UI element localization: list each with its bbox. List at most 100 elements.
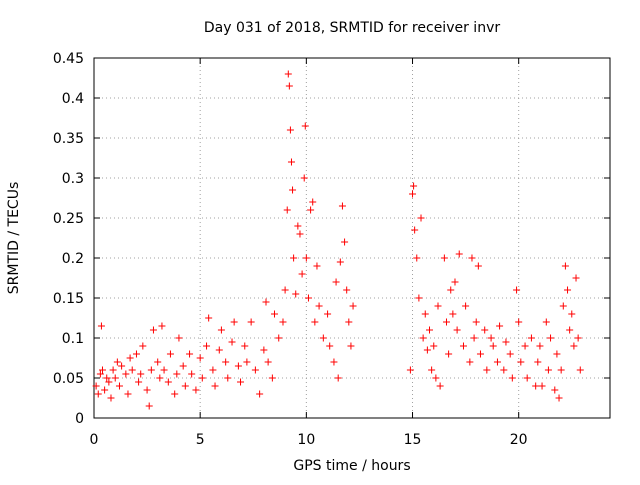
data-point <box>476 350 484 358</box>
data-point <box>92 382 100 390</box>
data-point <box>474 262 482 270</box>
data-point <box>284 70 292 78</box>
data-point <box>536 342 544 350</box>
data-point <box>103 374 111 382</box>
data-point <box>302 254 310 262</box>
x-tick-label: 15 <box>404 432 422 448</box>
data-point <box>570 342 578 350</box>
data-point <box>111 374 119 382</box>
data-point <box>313 262 321 270</box>
data-point <box>217 326 225 334</box>
data-point <box>513 286 521 294</box>
data-point <box>181 382 189 390</box>
data-point <box>521 342 529 350</box>
data-point <box>149 326 157 334</box>
data-point <box>449 310 457 318</box>
data-point <box>496 322 504 330</box>
data-point <box>290 254 298 262</box>
data-point <box>209 366 217 374</box>
data-point <box>122 370 130 378</box>
data-point <box>215 346 223 354</box>
data-point <box>551 386 559 394</box>
data-point <box>186 350 194 358</box>
data-point <box>124 390 132 398</box>
data-point <box>311 318 319 326</box>
x-axis-label: GPS time / hours <box>293 458 410 474</box>
data-point <box>447 286 455 294</box>
data-point <box>137 370 145 378</box>
y-tick-label: 0.15 <box>53 291 84 307</box>
data-point <box>440 254 448 262</box>
data-point <box>462 302 470 310</box>
data-point <box>542 318 550 326</box>
data-point <box>455 250 463 258</box>
data-point <box>336 258 344 266</box>
data-point <box>559 302 567 310</box>
y-tick-label: 0.45 <box>53 51 84 67</box>
data-point <box>247 318 255 326</box>
data-point <box>572 274 580 282</box>
data-point <box>304 294 312 302</box>
data-point <box>166 350 174 358</box>
data-point <box>481 326 489 334</box>
data-point <box>566 326 574 334</box>
data-point <box>419 334 427 342</box>
data-point <box>241 342 249 350</box>
data-point <box>107 394 115 402</box>
data-point <box>135 378 143 386</box>
data-point <box>564 286 572 294</box>
data-point <box>432 374 440 382</box>
data-point <box>292 290 300 298</box>
data-point <box>98 366 106 374</box>
data-point <box>237 378 245 386</box>
data-point <box>224 374 232 382</box>
data-point <box>275 334 283 342</box>
data-point <box>508 374 516 382</box>
data-point <box>234 362 242 370</box>
data-point <box>326 342 334 350</box>
data-point <box>506 350 514 358</box>
x-tick-label: 20 <box>510 432 528 448</box>
data-point <box>349 302 357 310</box>
data-point <box>289 186 297 194</box>
data-point <box>264 358 272 366</box>
data-point <box>523 374 531 382</box>
data-point <box>296 230 304 238</box>
data-point <box>534 358 542 366</box>
data-point <box>430 342 438 350</box>
data-point <box>445 350 453 358</box>
data-point <box>468 254 476 262</box>
data-point <box>211 382 219 390</box>
data-point <box>285 82 293 90</box>
data-point <box>147 366 155 374</box>
data-point <box>451 278 459 286</box>
data-point <box>343 286 351 294</box>
data-point <box>330 358 338 366</box>
data-point <box>228 338 236 346</box>
data-point <box>145 402 153 410</box>
data-point <box>500 366 508 374</box>
data-point <box>118 362 126 370</box>
data-point <box>423 346 431 354</box>
x-tick-label: 0 <box>90 432 99 448</box>
data-point <box>557 366 565 374</box>
data-point <box>196 354 204 362</box>
data-point <box>105 378 113 386</box>
data-point <box>94 390 102 398</box>
data-point <box>222 358 230 366</box>
data-point <box>160 366 168 374</box>
data-point <box>332 278 340 286</box>
data-point <box>164 378 172 386</box>
data-point <box>324 310 332 318</box>
data-point <box>298 270 306 278</box>
data-point <box>205 314 213 322</box>
data-point <box>413 254 421 262</box>
data-point <box>459 342 467 350</box>
data-point <box>203 342 211 350</box>
data-point <box>453 326 461 334</box>
data-point <box>538 382 546 390</box>
y-tick-label: 0.05 <box>53 371 84 387</box>
data-point <box>410 182 418 190</box>
